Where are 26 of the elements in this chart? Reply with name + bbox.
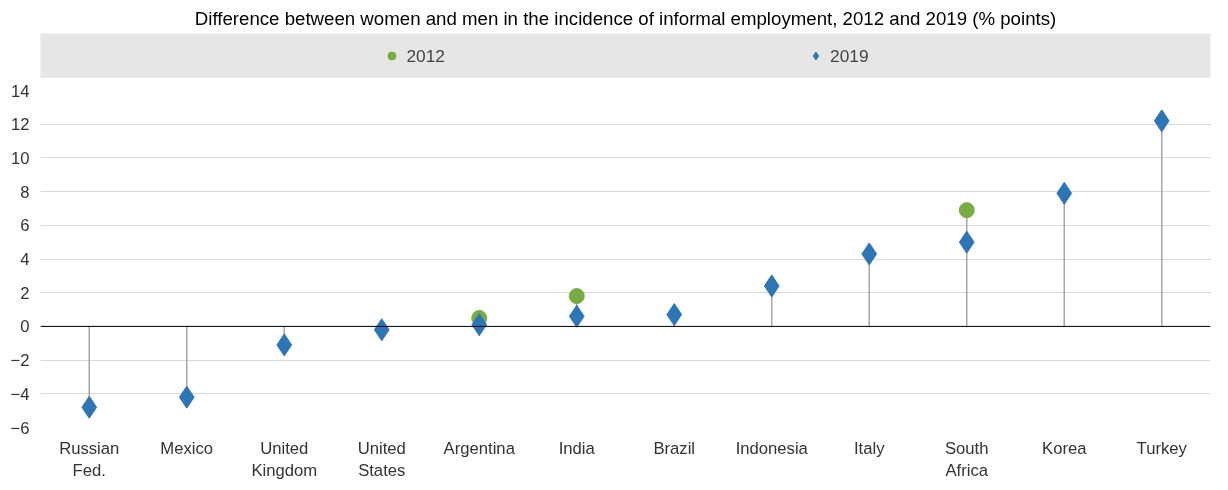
y-tick-label: 6 <box>20 216 30 236</box>
chart-title: Difference between women and men in the incidence of informal employment, 2012 and 2019 (% points) <box>194 7 1057 29</box>
y-tick-label: 14 <box>10 81 30 101</box>
x-tick-label: Russian Fed. <box>59 438 120 481</box>
legend-label: 2012 <box>406 45 445 66</box>
x-tick-label: Indonesia <box>735 438 809 458</box>
x-tick-label: United Kingdom <box>251 438 318 481</box>
x-tick-label: India <box>558 438 596 458</box>
y-tick-label: 2 <box>20 283 30 303</box>
y-tick-label: 8 <box>20 182 30 202</box>
y-tick-label: 12 <box>10 115 30 135</box>
x-tick-label: Mexico <box>160 438 214 458</box>
y-tick-label: 0 <box>20 317 30 337</box>
y-tick-label: −2 <box>10 351 30 371</box>
x-tick-label: Turkey <box>1136 438 1188 458</box>
y-tick-label: −6 <box>10 418 30 438</box>
legend-label: 2019 <box>830 45 869 66</box>
x-tick-label: South Africa <box>944 438 989 481</box>
x-tick-label: Argentina <box>443 438 516 458</box>
x-tick-label: Korea <box>1042 438 1088 458</box>
y-tick-label: −4 <box>10 384 30 404</box>
x-tick-label: Brazil <box>653 438 696 458</box>
x-tick-label: United States <box>357 438 406 481</box>
y-tick-label: 10 <box>10 148 30 168</box>
x-tick-label: Italy <box>853 438 886 458</box>
y-tick-label: 4 <box>20 250 30 269</box>
